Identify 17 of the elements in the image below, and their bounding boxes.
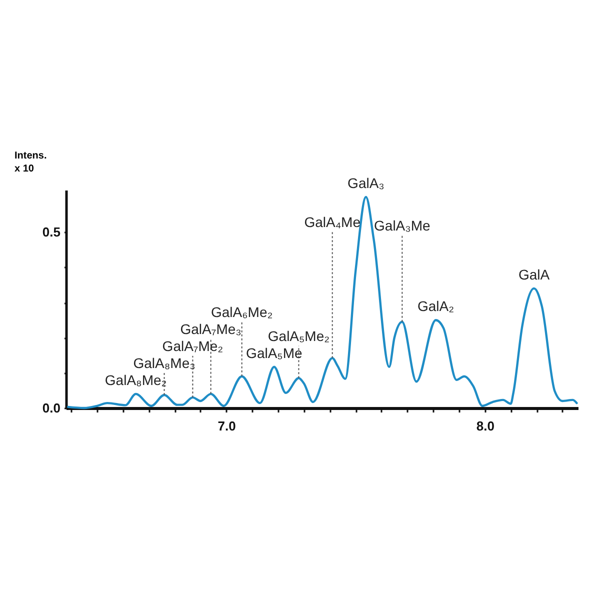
x-tick-label: 8.0	[476, 418, 494, 434]
annotation: GalA₂	[417, 298, 454, 314]
annotation: GalA₇Me₂	[162, 338, 224, 354]
annotation: GalA₄Me	[304, 214, 361, 230]
annotation: GalA₅Me₂	[268, 328, 330, 344]
y-tick-label: 0.5	[42, 224, 60, 240]
annotation: GalA₇Me₃	[180, 320, 242, 337]
y-axis-title: Intens. x 10	[14, 150, 47, 174]
y-tick-label: 0.0	[42, 400, 60, 416]
annotation: GalA₃	[348, 175, 384, 192]
annotation: GalA₈Me₂	[104, 372, 167, 388]
annotation: GalA₃Me	[374, 217, 431, 234]
annotation: GalA₈Me₃	[133, 354, 196, 371]
annotation: GalA₅Me	[246, 344, 302, 361]
annotation: GalA	[518, 266, 550, 282]
annotation: GalA₆Me₂	[211, 304, 273, 320]
x-tick-label: 7.0	[218, 418, 236, 434]
